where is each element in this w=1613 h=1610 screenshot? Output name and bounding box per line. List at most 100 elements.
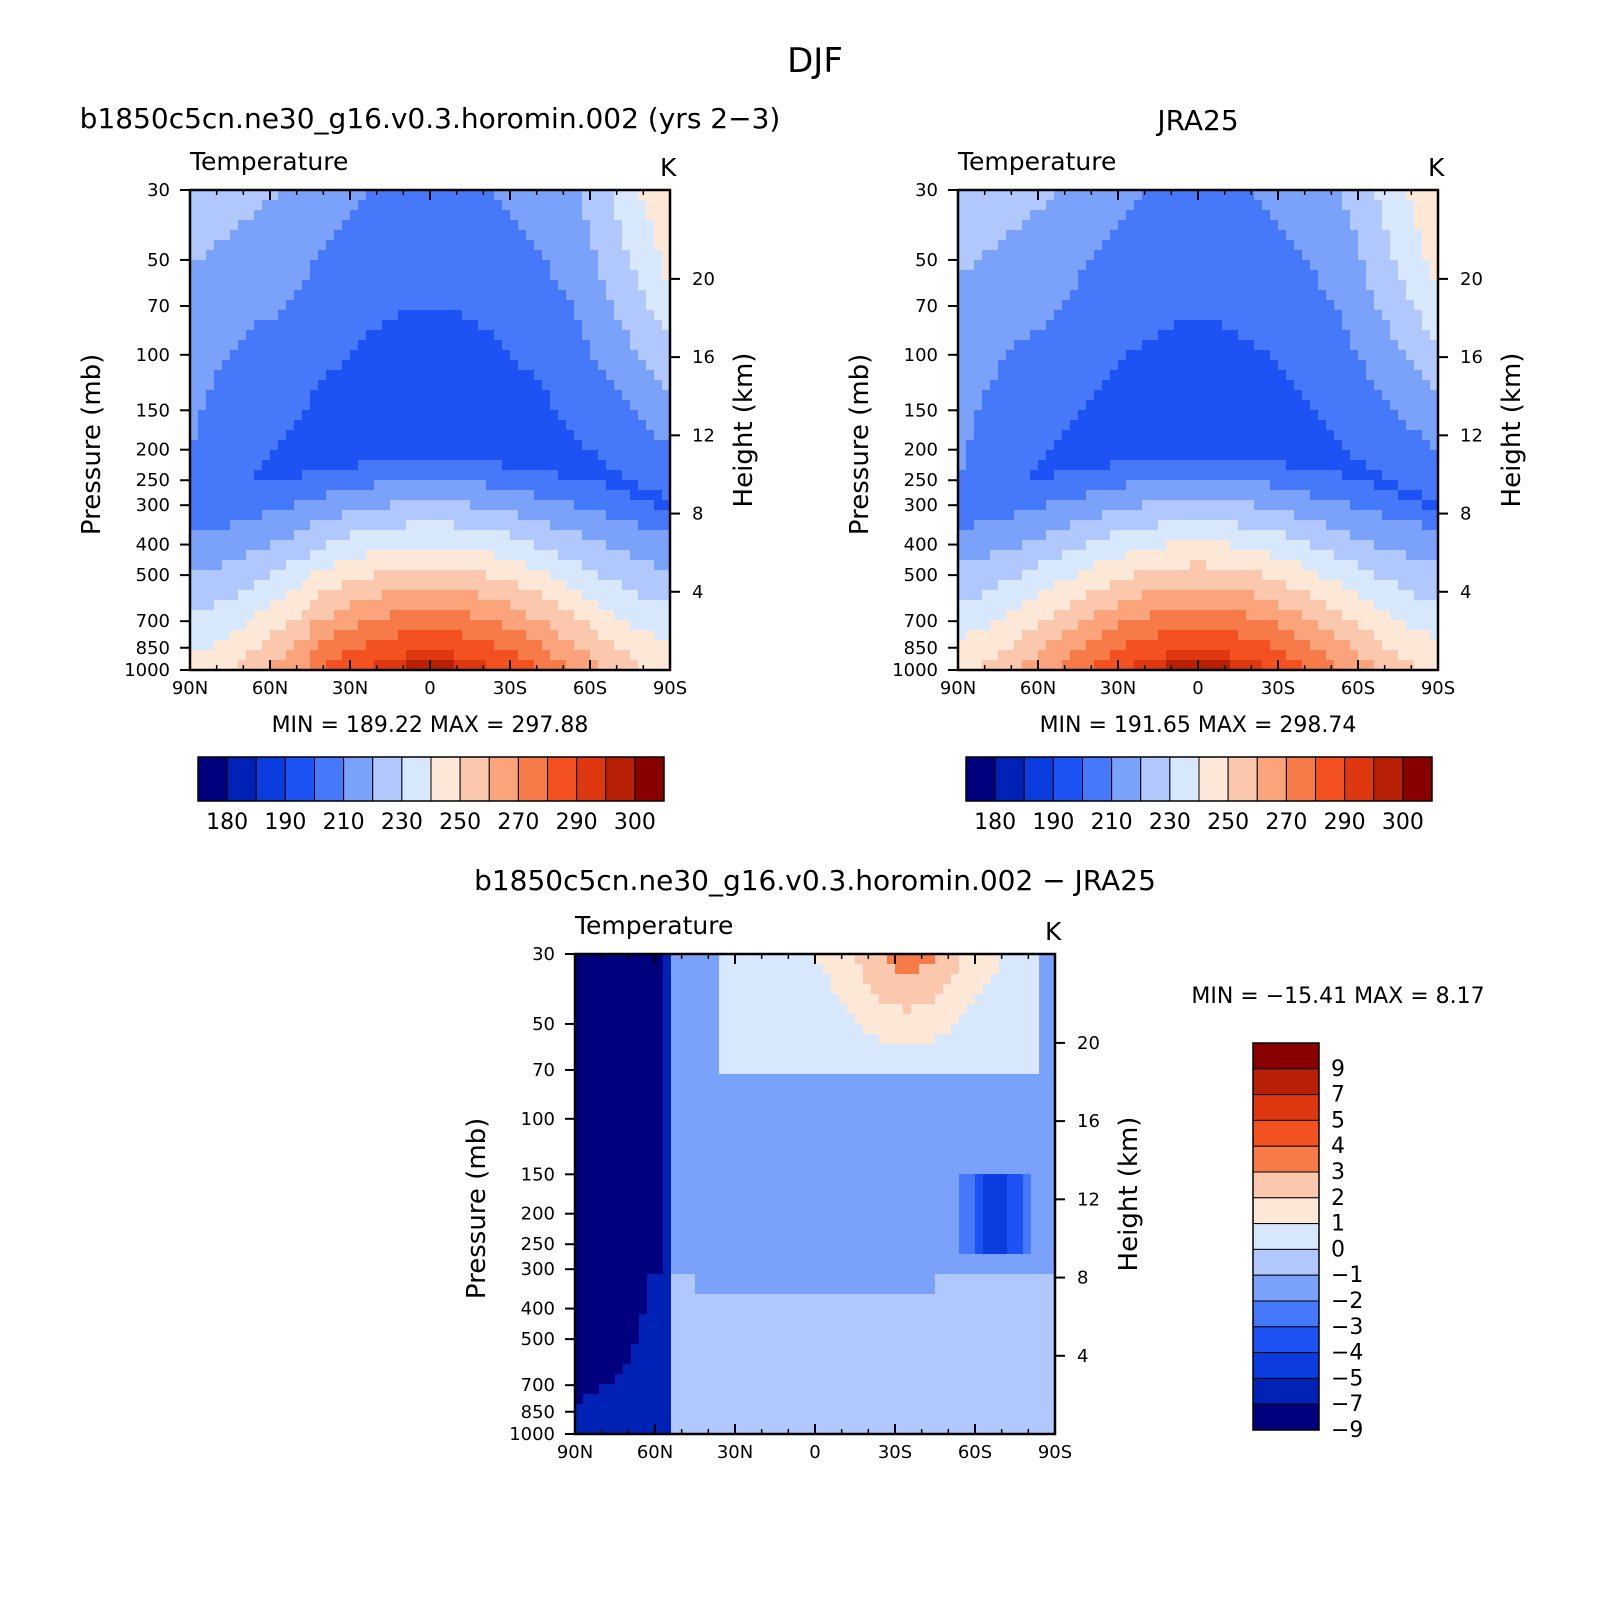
contour-cell — [422, 590, 431, 601]
contour-cell — [518, 270, 527, 281]
contour-cell — [1406, 240, 1415, 251]
contour-cell — [646, 570, 655, 581]
contour-cell — [1430, 290, 1439, 301]
contour-cell — [526, 620, 535, 631]
contour-cell — [654, 630, 663, 641]
contour-cell — [1038, 340, 1047, 351]
contour-cell — [446, 430, 455, 441]
contour-cell — [414, 500, 423, 511]
contour-cell — [358, 560, 367, 571]
contour-cell — [1102, 260, 1111, 271]
contour-cell — [1278, 310, 1287, 321]
contour-cell — [1246, 300, 1255, 311]
contour-cell — [342, 650, 351, 661]
contour-cell — [214, 330, 223, 341]
contour-cell — [1238, 360, 1247, 371]
contour-cell — [966, 200, 975, 211]
contour-cell — [1046, 210, 1055, 221]
contour-cell — [230, 280, 239, 291]
contour-cell — [1190, 440, 1199, 451]
contour-cell — [1350, 420, 1359, 431]
contour-cell — [278, 550, 287, 561]
contour-cell — [1158, 470, 1167, 481]
contour-cell — [1078, 440, 1087, 451]
contour-cell — [1350, 320, 1359, 331]
contour-cell — [542, 380, 551, 391]
contour-cell — [390, 310, 399, 321]
contour-cell — [558, 190, 567, 201]
contour-cell — [414, 650, 423, 661]
contour-cell — [262, 270, 271, 281]
contour-cell — [326, 520, 335, 531]
contour-cell — [302, 640, 311, 651]
contour-cell — [246, 390, 255, 401]
contour-cell — [1414, 340, 1423, 351]
contour-cell — [582, 350, 591, 361]
contour-cell — [526, 460, 535, 471]
contour-cell — [654, 340, 663, 351]
contour-cell — [1182, 380, 1191, 391]
contour-cell — [606, 510, 615, 521]
contour-cell — [286, 230, 295, 241]
contour-cell — [398, 330, 407, 341]
contour-cell — [558, 640, 567, 651]
contour-cell — [358, 500, 367, 511]
contour-cell — [238, 270, 247, 281]
contour-cell — [1246, 200, 1255, 211]
contour-cell — [334, 490, 343, 501]
contour-cell — [1158, 310, 1167, 321]
contour-cell — [414, 570, 423, 581]
contour-cell — [1102, 240, 1111, 251]
contour-cell — [1006, 510, 1015, 521]
contour-cell — [1374, 290, 1383, 301]
contour-cell — [1054, 470, 1063, 481]
contour-cell — [510, 520, 519, 531]
contour-cell — [1190, 240, 1199, 251]
contour-cell — [1246, 500, 1255, 511]
contour-cell — [238, 540, 247, 551]
contour-cell — [238, 470, 247, 481]
contour-cell — [606, 470, 615, 481]
contour-cell — [238, 410, 247, 421]
contour-cell — [190, 600, 199, 611]
contour-cell — [558, 250, 567, 261]
contour-cell — [1094, 350, 1103, 361]
contour-cell — [1070, 510, 1079, 521]
contour-cell — [382, 560, 391, 571]
contour-cell — [614, 230, 623, 241]
contour-cell — [502, 300, 511, 311]
contour-cell — [1134, 490, 1143, 501]
contour-cell — [222, 560, 231, 571]
contour-cell — [1174, 440, 1183, 451]
contour-cell — [534, 600, 543, 611]
contour-cell — [558, 230, 567, 241]
contour-cell — [1382, 330, 1391, 341]
contour-cell — [214, 500, 223, 511]
contour-cell — [414, 210, 423, 221]
contour-cell — [1150, 300, 1159, 311]
contour-cell — [1118, 290, 1127, 301]
contour-cell — [518, 460, 527, 471]
contour-cell — [606, 390, 615, 401]
contour-cell — [1318, 480, 1327, 491]
contour-cell — [1374, 380, 1383, 391]
contour-cell — [974, 410, 983, 421]
contour-cell — [1086, 300, 1095, 311]
contour-cell — [366, 550, 375, 561]
contour-cell — [302, 560, 311, 571]
contour-cell — [654, 590, 663, 601]
contour-cell — [462, 610, 471, 621]
contour-cell — [1030, 200, 1039, 211]
contour-cell — [198, 390, 207, 401]
contour-cell — [486, 470, 495, 481]
contour-cell — [1278, 380, 1287, 391]
contour-cell — [1334, 370, 1343, 381]
contour-cell — [1414, 280, 1423, 291]
contour-cell — [1398, 290, 1407, 301]
contour-cell — [550, 430, 559, 441]
contour-cell — [1334, 320, 1343, 331]
contour-cell — [566, 200, 575, 211]
contour-cell — [310, 660, 319, 671]
contour-cell — [1046, 350, 1055, 361]
contour-cell — [446, 640, 455, 651]
